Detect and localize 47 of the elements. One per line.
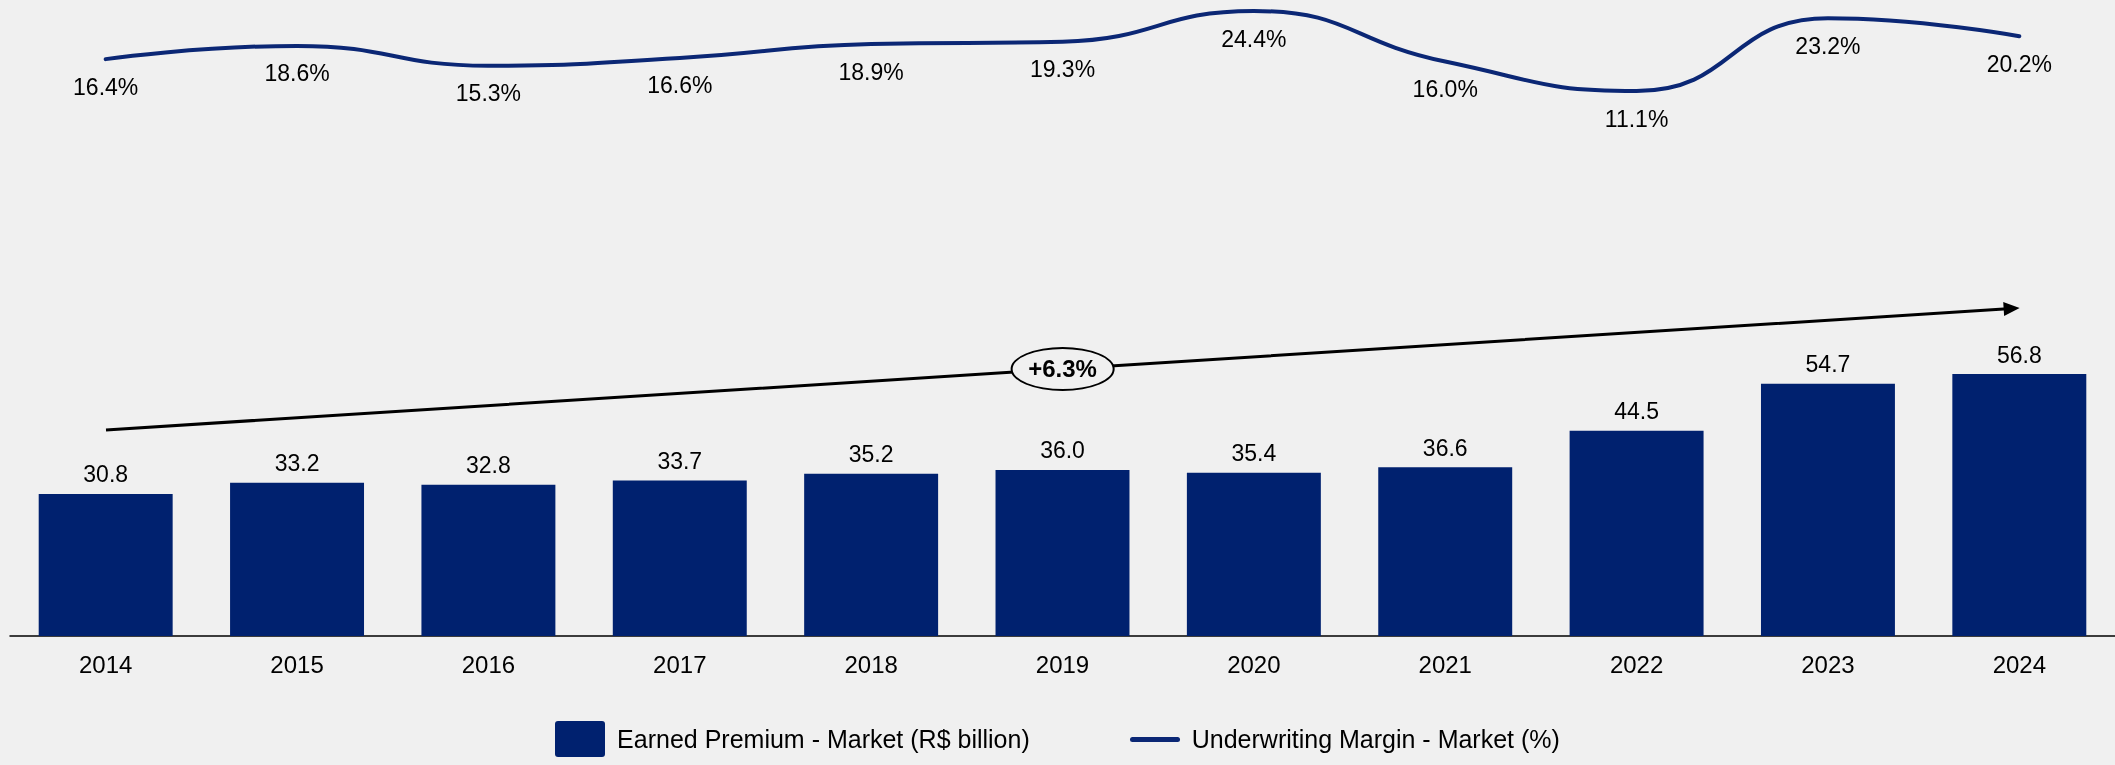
legend-label: Underwriting Margin - Market (%) [1191,724,1560,754]
data-label: 15.3% [455,80,522,107]
data-label: 44.5 [1614,398,1659,425]
data-label: 20.2% [1986,50,2052,77]
bar [1760,383,1895,636]
x-tick-label: 2016 [461,650,516,678]
annotation: +6.3% [1010,346,1115,391]
bar [804,473,939,636]
bar [1569,430,1704,636]
x-tick-label: 2023 [1801,650,1855,678]
bar [421,484,556,636]
data-label: 30.8 [83,461,129,488]
x-tick-label: 2014 [78,650,133,678]
x-tick-label: 2020 [1227,650,1281,678]
bar [230,482,365,636]
data-label: 32.8 [466,452,511,479]
x-tick-label: 2018 [844,650,898,678]
x-tick-label: 2017 [653,650,707,678]
bar [995,469,1130,636]
data-label: 16.0% [1412,76,1478,103]
data-label: 33.2 [274,450,320,477]
legend-label: Earned Premium - Market (R$ billion) [617,724,1030,754]
data-label: 56.8 [1996,341,2042,368]
x-tick-label: 2024 [1992,650,2047,678]
data-label: 35.2 [848,441,894,468]
data-label: 11.1% [1604,105,1669,132]
data-label: 19.3% [1029,56,1096,83]
data-label: 16.4% [73,73,139,100]
x-tick-label: 2019 [1035,650,1090,678]
bar [1952,374,2087,636]
data-label: 24.4% [1221,25,1287,52]
data-label: 36.0 [1040,437,1085,464]
data-label: 18.9% [838,58,904,85]
bar [38,493,173,636]
data-label: 23.2% [1795,32,1861,59]
data-label: 16.6% [647,72,713,99]
bar [1378,467,1513,636]
x-tick-label: 2022 [1609,650,1664,678]
bar [1186,472,1321,636]
data-label: 18.6% [264,60,330,87]
data-label: 35.4 [1231,440,1277,467]
x-tick-label: 2015 [270,650,324,678]
data-label: 36.6 [1422,434,1468,461]
data-label: 33.7 [657,448,703,475]
bar [612,480,747,636]
data-label: 54.7 [1805,351,1851,378]
x-tick-label: 2021 [1418,650,1472,678]
